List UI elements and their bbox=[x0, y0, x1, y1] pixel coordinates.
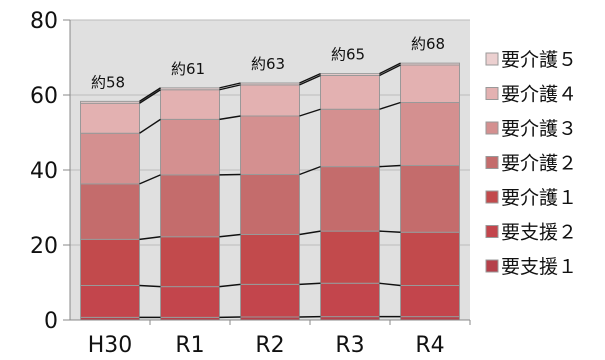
bar-segment bbox=[320, 282, 380, 318]
bar-segment bbox=[160, 174, 220, 238]
legend-label: 要介護３ bbox=[501, 118, 577, 140]
bar-segment bbox=[240, 234, 300, 285]
legend-swatch bbox=[485, 121, 499, 135]
bar-segment bbox=[80, 132, 140, 185]
legend-swatch bbox=[485, 52, 499, 66]
total-label: 約63 bbox=[251, 55, 285, 73]
series-connector-line bbox=[299, 72, 321, 84]
bar-segment bbox=[80, 102, 140, 134]
legend-label: 要支援２ bbox=[501, 222, 577, 244]
x-tick-label: R3 bbox=[335, 333, 364, 358]
series-connector-line bbox=[219, 233, 241, 238]
bar-segment bbox=[400, 165, 460, 233]
series-connector-line bbox=[139, 174, 161, 185]
bar-segment bbox=[240, 115, 300, 175]
series-connector-line bbox=[299, 108, 321, 117]
series-connector-line bbox=[139, 118, 161, 134]
bar-segment bbox=[160, 236, 220, 288]
bar-segment bbox=[240, 82, 300, 86]
y-tick-label: 0 bbox=[44, 309, 58, 334]
series-connector-line bbox=[219, 115, 241, 121]
series-connector-line bbox=[139, 236, 161, 241]
series-connector-line bbox=[139, 89, 161, 104]
bar-segment bbox=[160, 286, 220, 318]
bar-segment bbox=[240, 283, 300, 318]
series-connector-line bbox=[219, 82, 241, 89]
series-connector-line bbox=[219, 84, 241, 91]
bar-segment bbox=[400, 102, 460, 166]
total-label: 約68 bbox=[411, 35, 445, 53]
series-connector-line bbox=[139, 284, 161, 288]
series-connector-line bbox=[139, 87, 161, 102]
y-tick-label: 60 bbox=[30, 84, 58, 109]
legend-label: 要介護２ bbox=[501, 153, 577, 175]
bar-segment bbox=[320, 73, 380, 76]
series-connector-line bbox=[379, 164, 401, 168]
legend-swatch bbox=[485, 259, 499, 273]
series-connector-line bbox=[219, 283, 241, 288]
x-tick-label: H30 bbox=[88, 333, 133, 358]
legend-swatch bbox=[485, 87, 499, 100]
series-connector-line bbox=[379, 64, 401, 77]
legend-label: 要介護１ bbox=[501, 187, 577, 209]
bar-segment bbox=[80, 183, 140, 240]
legend-swatch bbox=[485, 225, 499, 238]
bar-segment bbox=[160, 87, 220, 91]
total-label: 約65 bbox=[331, 46, 365, 64]
bar-segment bbox=[240, 84, 300, 117]
bar-segment bbox=[160, 118, 220, 176]
total-label: 約61 bbox=[171, 60, 205, 78]
bar-segment bbox=[400, 285, 460, 318]
legend-swatch bbox=[485, 190, 499, 204]
series-connector-line bbox=[379, 282, 401, 287]
bar-segment bbox=[320, 108, 380, 168]
bar-segment bbox=[400, 64, 460, 103]
x-tick-label: R1 bbox=[175, 333, 204, 358]
legend-label: 要介護４ bbox=[501, 84, 577, 106]
bar-segment bbox=[400, 316, 460, 321]
y-tick-label: 20 bbox=[30, 234, 58, 259]
legend-swatch bbox=[485, 156, 499, 169]
bar-segment bbox=[400, 62, 460, 66]
x-tick-label: R2 bbox=[255, 333, 284, 358]
y-tick-label: 80 bbox=[30, 9, 58, 34]
total-label: 約58 bbox=[91, 73, 125, 91]
series-connector-line bbox=[379, 230, 401, 233]
bar-segment bbox=[240, 174, 300, 235]
legend-label: 要支援１ bbox=[501, 256, 577, 278]
legend-label: 要介護５ bbox=[501, 49, 577, 71]
bar-segment bbox=[320, 75, 380, 110]
series-connector-line bbox=[299, 165, 321, 176]
bar-segment bbox=[80, 285, 140, 318]
bar-segment bbox=[400, 231, 460, 286]
series-connector-line bbox=[379, 62, 401, 75]
series-connector-line bbox=[299, 74, 321, 86]
bar-segment bbox=[320, 166, 380, 232]
bar-segment bbox=[320, 230, 380, 284]
x-tick-label: R4 bbox=[415, 333, 444, 358]
y-tick-label: 40 bbox=[30, 159, 58, 184]
bar-segment bbox=[320, 316, 380, 321]
series-connector-line bbox=[299, 282, 321, 286]
bar-segment bbox=[80, 238, 140, 286]
bar-segment bbox=[160, 89, 220, 120]
series-connector-line bbox=[299, 230, 321, 236]
bar-segment bbox=[80, 100, 140, 104]
series-connector-line bbox=[379, 101, 401, 110]
